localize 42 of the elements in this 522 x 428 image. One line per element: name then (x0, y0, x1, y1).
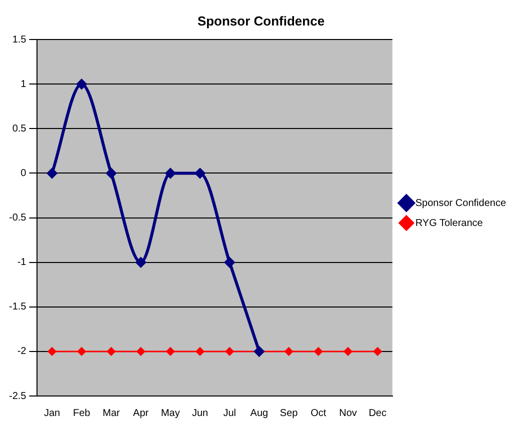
x-tick-label: Dec (368, 408, 386, 419)
x-tick-label: Jan (44, 408, 60, 419)
point (165, 168, 176, 178)
point (225, 347, 234, 356)
point (195, 168, 206, 178)
x-tick-label: Aug (250, 408, 268, 419)
point (224, 257, 235, 268)
x-tick-label: Nov (339, 408, 357, 419)
y-tick-label: -2.5 (8, 390, 27, 402)
x-tick-label: Feb (73, 408, 91, 419)
legend-label: Sponsor Confidence (415, 198, 506, 209)
y-tick-label: -1.5 (8, 302, 27, 313)
point (76, 79, 87, 90)
point (47, 168, 58, 178)
point (196, 347, 204, 356)
y-tick-label: -1 (17, 257, 27, 268)
x-tick-label: Oct (310, 408, 326, 419)
x-tick-label: Sep (280, 408, 298, 419)
point (166, 347, 175, 356)
point (48, 347, 56, 356)
x-tick-label: Jul (223, 408, 236, 419)
y-tick-label: 1.5 (12, 34, 27, 46)
legend-label: RYG Tolerance (415, 218, 484, 229)
y-tick-label: -2 (17, 346, 27, 358)
point (284, 347, 294, 356)
y-tick-label: -0.5 (8, 212, 27, 224)
y-tick-label: 0 (20, 168, 27, 179)
point (344, 347, 352, 356)
point (373, 347, 382, 356)
point (136, 347, 146, 356)
y-tick-label: 1 (20, 78, 27, 90)
x-tick-label: Mar (102, 408, 120, 419)
x-tick-label: Jun (192, 408, 208, 419)
y-tick-label: 0.5 (12, 123, 27, 134)
chart-title: Sponsor Confidence (197, 13, 325, 28)
point (314, 347, 323, 356)
x-tick-label: May (160, 408, 180, 419)
point (106, 168, 116, 178)
point (106, 347, 116, 356)
x-tick-label: Apr (133, 408, 150, 419)
point (136, 257, 146, 268)
point (77, 347, 86, 356)
